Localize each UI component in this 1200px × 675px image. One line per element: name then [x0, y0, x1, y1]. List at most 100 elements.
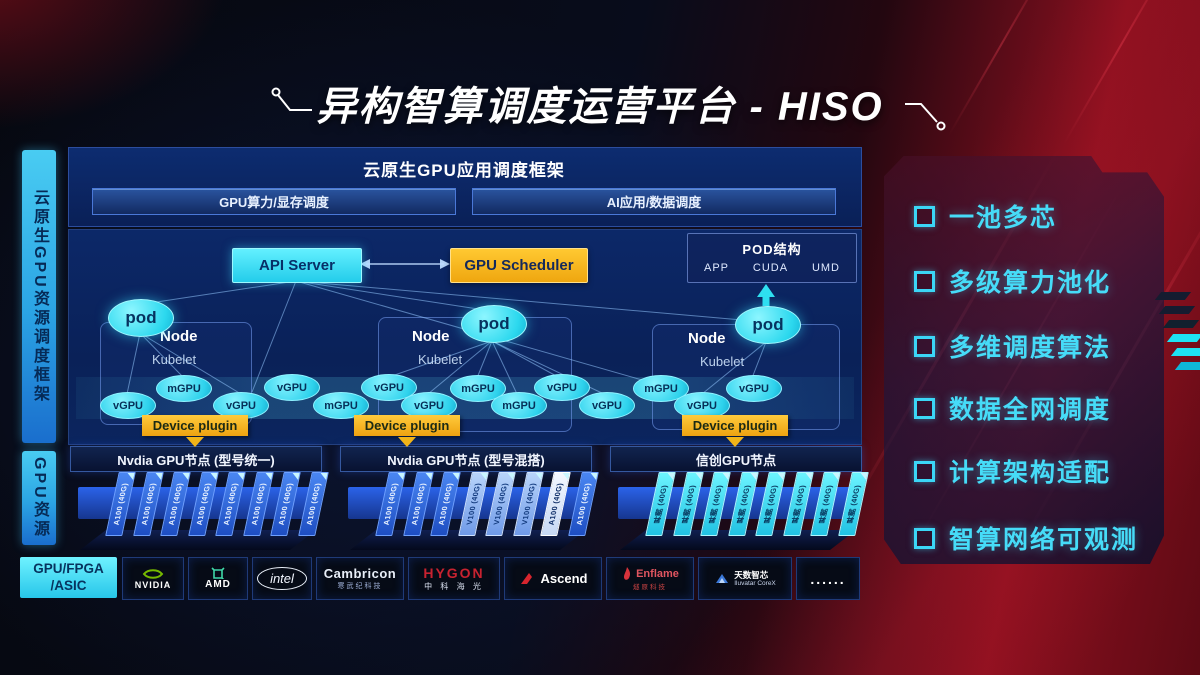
card-corner-icon [208, 473, 218, 480]
pod-structure-box: POD结构 APP CUDA UMD [687, 233, 857, 283]
card-corner-icon [561, 473, 570, 480]
framework-title: 云原生GPU应用调度框架 [363, 161, 565, 180]
circuit-deco-icon [271, 87, 312, 111]
gpu-node-footer-1: Nvdia GPU节点 (型号统一) [70, 446, 322, 472]
rail-gpu-resources: GPU资源 [22, 451, 56, 545]
feature-item-3: 多维调度算法 [914, 328, 1111, 364]
vendor-tile-nvidia: NVIDIA [122, 557, 184, 600]
card-corner-icon [263, 473, 273, 480]
feature-item-1: 一池多芯 [914, 198, 1057, 234]
kubelet-label-3: Kubelet [700, 354, 745, 369]
rail-cloud-native-gpu-framework: 云原生GPU资源调度框架 [22, 150, 56, 443]
card-corner-icon [666, 473, 675, 480]
down-arrow-icon [186, 437, 204, 447]
hash-mark-icon [1154, 292, 1192, 300]
card-corner-icon [721, 473, 730, 480]
checkbox-bullet-icon [914, 397, 935, 419]
page-title: 异构智算调度运营平台 - HISO [316, 85, 884, 129]
feature-item-5: 计算架构适配 [914, 453, 1111, 489]
hash-mark-icon [1174, 362, 1200, 370]
vgpu-ellipse: vGPU [100, 392, 156, 419]
card-corner-icon [423, 473, 433, 480]
vgpu-ellipse: vGPU [579, 392, 635, 419]
pod-ellipse-2: pod [461, 305, 527, 343]
card-corner-icon [396, 473, 405, 480]
vendor-tile-more: ...... [796, 557, 860, 600]
card-corner-icon [153, 473, 163, 480]
pod-structure-item: UMD [811, 262, 840, 274]
card-corner-icon [776, 473, 785, 480]
enflame-logo-icon [624, 567, 631, 580]
kubelet-label-1: Kubelet [152, 352, 197, 367]
down-arrow-icon [398, 437, 416, 447]
hash-mark-icon [1166, 334, 1200, 342]
card-corner-icon [588, 473, 598, 480]
card-corner-icon [451, 473, 460, 480]
mgpu-ellipse: mGPU [156, 375, 212, 402]
card-corner-icon [506, 473, 515, 480]
circuit-deco-icon [905, 103, 946, 131]
vendor-tile-amd: AMD [188, 557, 248, 600]
vendor-tile-iluvatar: 天数智芯 Iluvatar CoreX [698, 557, 792, 600]
card-corner-icon [126, 473, 135, 480]
checkbox-bullet-icon [914, 335, 935, 357]
checkbox-bullet-icon [914, 460, 935, 482]
card-corner-icon [236, 473, 245, 480]
card-corner-icon [803, 473, 813, 480]
intel-logo-icon: intel [257, 567, 307, 590]
gpu-node-footer-2: Nvdia GPU节点 (型号混搭) [340, 446, 592, 472]
hash-mark-icon [1170, 348, 1200, 356]
vgpu-ellipse: vGPU [726, 375, 782, 402]
vgpu-ellipse: vGPU [213, 392, 269, 419]
feature-item-2: 多级算力池化 [914, 263, 1111, 299]
card-corner-icon [318, 473, 328, 480]
pod-ellipse-1: pod [108, 299, 174, 337]
ascend-logo-icon [520, 572, 532, 584]
pod-structure-title: POD结构 [742, 242, 802, 257]
feature-item-6: 智算网络可观测 [914, 520, 1138, 556]
card-corner-icon [478, 473, 488, 480]
vendor-tile-cambricon: Cambricon 寒武纪科技 [316, 557, 404, 600]
device-plugin-1: Device plugin [142, 415, 248, 436]
checkbox-bullet-icon [914, 527, 935, 549]
kubelet-label-2: Kubelet [418, 352, 463, 367]
vendor-tile-hygon: HYGON 中 科 海 光 [408, 557, 500, 600]
nvidia-logo-icon [142, 568, 164, 579]
pod-ellipse-3: pod [735, 306, 801, 344]
card-corner-icon [748, 473, 758, 480]
hash-mark-icon [1158, 306, 1196, 314]
card-corner-icon [693, 473, 703, 480]
device-plugin-2: Device plugin [354, 415, 460, 436]
card-corner-icon [533, 473, 543, 480]
gpu-scheduler-box: GPU Scheduler [450, 248, 588, 283]
node-label-3: Node [688, 330, 726, 347]
gpu-node-footer-3: 信创GPU节点 [610, 446, 862, 472]
mgpu-ellipse: mGPU [491, 392, 547, 419]
checkbox-bullet-icon [914, 205, 935, 227]
feature-item-4: 数据全网调度 [914, 390, 1111, 426]
vendor-tile-intel: intel [252, 557, 312, 600]
api-server-box: API Server [232, 248, 362, 283]
bar-ai-app-data-scheduling: AI应用/数据调度 [472, 188, 836, 215]
iluvatar-logo-icon [716, 573, 729, 583]
gpu-fpga-asic-line2: /ASIC [50, 577, 87, 593]
pod-structure-item: CUDA [752, 262, 789, 274]
amd-logo-icon [211, 567, 225, 579]
gpu-fpga-asic-line1: GPU/FPGA [33, 560, 104, 576]
card-corner-icon [181, 473, 190, 480]
hash-mark-icon [1162, 320, 1200, 328]
vendor-tile-enflame: Enflame 燧原科技 [606, 557, 694, 600]
down-arrow-icon [726, 437, 744, 447]
vgpu-ellipse: vGPU [534, 374, 590, 401]
card-corner-icon [831, 473, 840, 480]
mgpu-ellipse: mGPU [313, 392, 369, 419]
bar-gpu-compute-scheduling: GPU算力/显存调度 [92, 188, 456, 215]
device-plugin-3: Device plugin [682, 415, 788, 436]
vendor-tile-ascend: Ascend [504, 557, 602, 600]
card-corner-icon [858, 473, 868, 480]
pod-structure-item: APP [704, 262, 730, 274]
vgpu-ellipse: vGPU [264, 374, 320, 401]
node-label-2: Node [412, 328, 450, 345]
card-corner-icon [291, 473, 300, 480]
